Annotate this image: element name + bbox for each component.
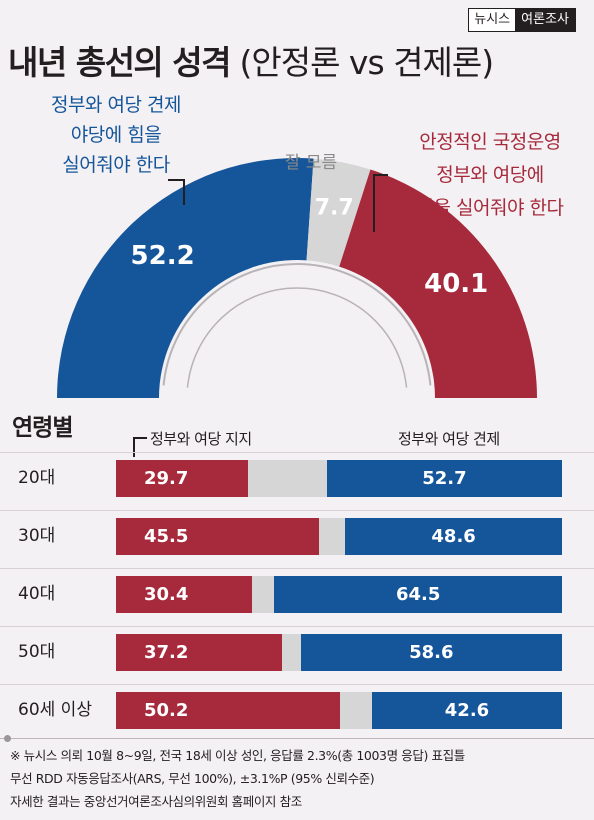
age-row: 60세 이상 50.2 42.6 (0, 684, 594, 735)
bar-support: 29.7 (116, 460, 249, 497)
dome-decoration-line (162, 263, 432, 386)
slice-value-oppose: 52.2 (131, 241, 195, 271)
bar-unknown (339, 692, 372, 729)
age-label: 50대 (18, 642, 56, 662)
footnote-line: ※ 뉴시스 의뢰 10월 8~9일, 전국 18세 이상 성인, 응답률 2.3… (10, 748, 465, 763)
slice-unknown (306, 158, 371, 267)
footnote-divider (0, 738, 594, 739)
age-label: 20대 (18, 468, 56, 488)
bar-oppose: 64.5 (274, 576, 562, 613)
bar-oppose: 52.7 (326, 460, 562, 497)
slice-label-support-line: 힘을 실어줘야 한다 (416, 197, 564, 219)
source-badge: 뉴시스 여론조사 (468, 8, 576, 32)
age-section-title: 연령별 (12, 415, 73, 441)
footnote-dot (4, 735, 11, 742)
badge-brand: 뉴시스 (469, 9, 516, 31)
legend-oppose: 정부와 여당 견제 (398, 430, 500, 448)
slice-label-oppose-line: 실어줘야 한다 (62, 154, 170, 176)
half-donut-chart: 52.2 7.7 40.1 (57, 157, 537, 398)
slice-label-oppose: 정부와 여당 견제 야당에 힘을 실어줘야 한다 (16, 90, 216, 180)
age-label: 60세 이상 (18, 700, 92, 720)
slice-label-support-line: 정부와 여당에 (436, 164, 544, 186)
age-label: 40대 (18, 584, 56, 604)
slice-label-oppose-line: 야당에 힘을 (70, 124, 162, 146)
age-row: 40대 30.4 64.5 (0, 568, 594, 619)
bar-oppose: 42.6 (372, 692, 562, 729)
slice-label-unknown: 잘 모름 (284, 153, 338, 173)
slice-support (339, 169, 537, 398)
bar-support: 30.4 (116, 576, 252, 613)
legend-leader-left-horizontal (133, 437, 147, 439)
slice-value-unknown: 7.7 (315, 196, 354, 221)
footnote-line: 자세한 결과는 중앙선거여론조사심의위원회 홈페이지 참조 (10, 794, 302, 809)
bar-oppose: 48.6 (345, 518, 562, 555)
dome-decoration-line (186, 287, 408, 388)
legend-leader-left-vertical (133, 437, 135, 457)
bar-unknown (248, 460, 327, 497)
age-row: 30대 45.5 48.6 (0, 510, 594, 561)
bar-unknown (281, 634, 301, 671)
title-main: 내년 총선의 성격 (8, 43, 232, 82)
age-row: 20대 29.7 52.7 (0, 452, 594, 503)
footnote-line: 무선 RDD 자동응답조사(ARS, 무선 100%), ±3.1%P (95%… (10, 771, 375, 786)
bar-support: 37.2 (116, 634, 282, 671)
bar-oppose: 58.6 (300, 634, 562, 671)
bar-unknown (251, 576, 275, 613)
age-label: 30대 (18, 526, 56, 546)
slice-label-oppose-line: 정부와 여당 견제 (51, 94, 181, 116)
bar-support: 45.5 (116, 518, 319, 555)
slice-oppose (57, 157, 314, 398)
title-sub: (안정론 vs 견제론) (230, 43, 494, 82)
bar-support: 50.2 (116, 692, 340, 729)
chart-title: 내년 총선의 성격 (안정론 vs 견제론) (8, 36, 494, 84)
badge-partner: 여론조사 (515, 9, 575, 31)
bar-unknown (318, 518, 346, 555)
age-row: 50대 37.2 58.6 (0, 626, 594, 677)
leader-oppose (168, 179, 185, 205)
footnote: ※ 뉴시스 의뢰 10월 8~9일, 전국 18세 이상 성인, 응답률 2.3… (10, 744, 590, 813)
legend-support: 정부와 여당 지지 (150, 430, 252, 448)
slice-label-support-line: 안정적인 국정운영 (419, 131, 561, 153)
slice-value-support: 40.1 (424, 269, 488, 299)
slice-label-support: 안정적인 국정운영 정부와 여당에 힘을 실어줘야 한다 (390, 126, 590, 225)
leader-support (373, 174, 388, 232)
